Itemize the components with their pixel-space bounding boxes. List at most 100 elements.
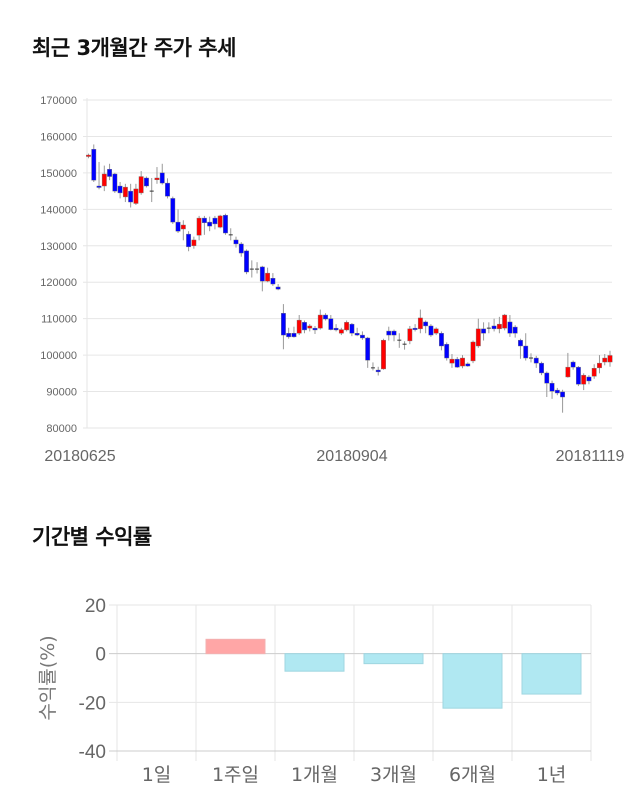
candle-body [433, 328, 439, 334]
candle-body [581, 374, 587, 385]
candle [575, 366, 581, 387]
candle [107, 163, 112, 181]
candle [180, 220, 186, 241]
candle [602, 354, 608, 366]
y-tick-label: 120000 [40, 277, 77, 289]
candle-body [238, 243, 244, 254]
x-tick-label: 6개월 [449, 764, 496, 786]
candle [270, 273, 276, 286]
candle-body [602, 357, 608, 363]
candle-body [512, 326, 518, 334]
candle [544, 371, 550, 398]
x-tick-label: 1개월 [291, 764, 338, 786]
candle [397, 333, 402, 348]
candle [375, 366, 381, 376]
candle [296, 315, 302, 336]
x-tick-label: 20180625 [44, 448, 115, 465]
candle [433, 327, 439, 336]
candle-body [180, 224, 186, 230]
candle-body [523, 345, 529, 359]
candle [217, 214, 223, 229]
candle [417, 309, 423, 334]
candle [281, 304, 286, 350]
candle [386, 326, 392, 341]
candle [286, 327, 292, 339]
return-bar [442, 653, 503, 709]
candle [539, 361, 544, 376]
candle [144, 176, 149, 188]
candle [265, 267, 271, 283]
y-tick-label: -20 [79, 693, 106, 714]
candle [481, 322, 486, 341]
candle [228, 228, 233, 241]
candle [391, 329, 397, 342]
candle [122, 183, 128, 203]
candle-body [133, 188, 139, 204]
candle-body [317, 314, 323, 329]
candle [112, 172, 118, 193]
candle [454, 356, 460, 368]
candle-body [328, 318, 334, 330]
candle-body [428, 325, 434, 336]
y-tick-label: 110000 [41, 314, 77, 326]
candle [275, 284, 281, 291]
candle-body [259, 266, 265, 282]
candle-body [122, 186, 128, 198]
candle [96, 161, 102, 190]
candle [591, 364, 597, 379]
candle-body [491, 325, 497, 330]
candle [149, 177, 154, 203]
candle [86, 153, 91, 159]
candle-body [539, 362, 544, 374]
candle [486, 322, 491, 334]
candle-body [570, 361, 576, 368]
candle-body [507, 321, 513, 334]
candlestick-chart: 170000 160000 150000 140000 130000 120000 1100… [40, 95, 624, 465]
candle [402, 341, 407, 350]
candle [565, 352, 571, 378]
candle [518, 338, 523, 359]
candle-body [175, 221, 181, 232]
candle [170, 196, 176, 224]
candle [502, 313, 508, 331]
candle [528, 353, 533, 363]
candle-body [101, 173, 107, 187]
x-tick-label: 20180904 [316, 448, 387, 465]
x-tick-label: 1일 [142, 764, 172, 786]
candle-body [244, 250, 249, 273]
candle-body [338, 329, 344, 334]
candle [370, 362, 375, 371]
candle [186, 231, 191, 252]
candle-body [475, 328, 481, 347]
candle-body [170, 198, 176, 223]
candle-body [575, 366, 581, 385]
candle [460, 355, 465, 369]
candle-body [349, 323, 355, 334]
candle-body [186, 233, 191, 248]
candle-body [586, 376, 592, 382]
candle-body [412, 327, 418, 330]
y-tick-label: 130000 [40, 241, 77, 253]
candle-body [591, 368, 597, 377]
candle-body [460, 357, 465, 367]
candle [233, 236, 239, 248]
candle-body [502, 314, 508, 329]
candle [223, 213, 228, 235]
x-tick-label: 3개월 [370, 764, 417, 786]
candle [317, 309, 323, 330]
candle-body [597, 362, 602, 369]
candle [101, 165, 107, 192]
candle [428, 324, 434, 337]
candle-body [354, 333, 360, 336]
candle-body [307, 325, 313, 329]
y-tick-label: 150000 [40, 168, 77, 180]
x-tick-label: 1년 [537, 764, 567, 786]
candle [307, 324, 313, 332]
candle [407, 325, 413, 345]
candle-body [275, 286, 281, 290]
candle-body [117, 185, 123, 194]
candle [344, 320, 350, 332]
candle [165, 178, 170, 199]
candle-body [607, 355, 613, 363]
